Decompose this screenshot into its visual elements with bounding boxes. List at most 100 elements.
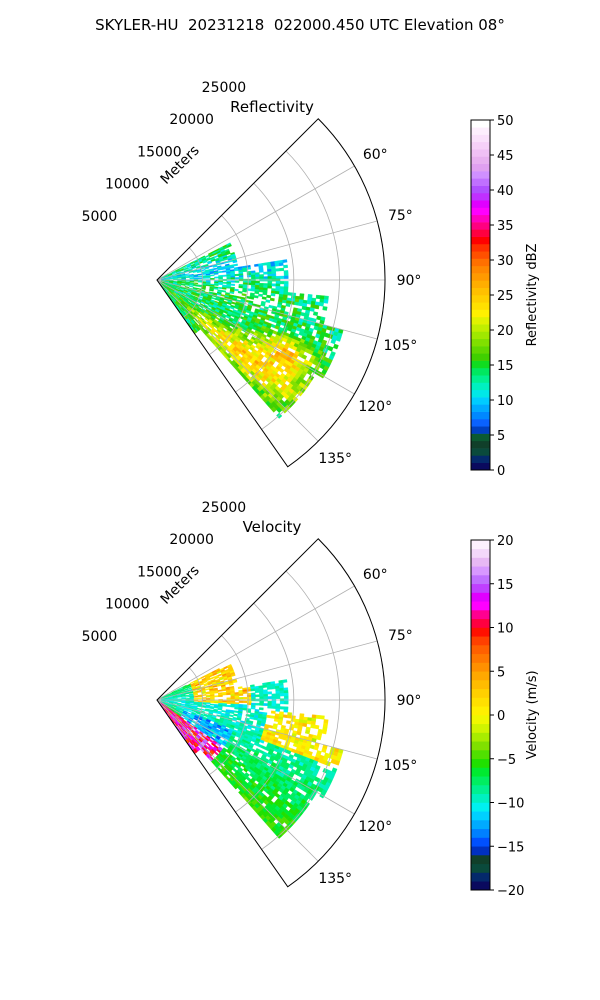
colorbar-tick-label: 15 <box>497 359 514 374</box>
radar-cell <box>189 703 194 706</box>
radar-cell <box>221 287 227 290</box>
radar-cell <box>262 684 268 688</box>
colorbar-swatch <box>471 192 490 201</box>
radar-cell <box>229 711 235 715</box>
colorbar-swatch <box>471 324 490 332</box>
radar-cell <box>263 271 268 275</box>
colorbar-tick-label: 35 <box>497 219 514 234</box>
radar-cell <box>258 707 264 711</box>
azimuth-spoke <box>156 279 319 442</box>
radar-cell <box>259 703 264 706</box>
colorbar-swatch <box>471 375 490 383</box>
colorbar-swatch <box>471 411 490 420</box>
radar-cell <box>226 692 231 696</box>
radar-cell <box>221 710 227 713</box>
colorbar-swatch <box>471 127 490 135</box>
radar-cell <box>282 259 288 263</box>
colorbar-swatch <box>471 316 490 325</box>
azimuth-tick-label: 60° <box>363 567 388 583</box>
radar-cell <box>279 693 285 697</box>
radar-cell <box>177 700 182 703</box>
radar-cell <box>259 276 264 280</box>
range-tick-label: 20000 <box>169 112 214 128</box>
radar-cell <box>283 283 289 288</box>
radar-cell <box>173 700 178 702</box>
radar-cell <box>226 244 232 248</box>
azimuth-tick-label: 60° <box>363 147 388 163</box>
panel-title: Reflectivity <box>230 98 314 116</box>
colorbar-swatch <box>471 715 490 725</box>
radar-cell <box>302 722 308 728</box>
azimuth-tick-label: 120° <box>358 819 392 835</box>
colorbar-swatch <box>471 785 490 795</box>
radar-cell <box>193 700 199 702</box>
colorbar-swatch <box>471 346 490 354</box>
colorbar-swatch <box>471 404 490 412</box>
radar-cell <box>230 705 235 708</box>
panel-title: Velocity <box>243 518 302 536</box>
radar-cell <box>271 703 277 707</box>
azimuth-spoke <box>156 220 378 281</box>
colorbar-swatch <box>471 185 490 194</box>
radar-cell <box>189 280 195 283</box>
radar-cell <box>275 690 281 694</box>
radar-cell <box>263 693 268 697</box>
radar-cell <box>242 700 248 704</box>
colorbar-swatch <box>471 846 490 856</box>
radar-cell <box>242 289 247 293</box>
radar-cell <box>283 709 289 713</box>
radar-cell <box>323 299 329 304</box>
radar-cell <box>322 306 328 311</box>
radar-cell <box>315 714 321 720</box>
radar-cell <box>275 693 281 697</box>
radar-cell <box>242 269 248 273</box>
colorbar-swatch <box>471 802 490 812</box>
range-ring <box>261 150 340 430</box>
radar-cell <box>286 714 292 719</box>
azimuth-spoke <box>156 165 355 281</box>
radar-cell <box>189 702 195 704</box>
radar-cell <box>275 268 281 272</box>
radar-cell <box>306 720 312 725</box>
radar-cell <box>213 283 219 287</box>
radar-cell <box>279 267 285 272</box>
radar-cell <box>267 696 273 700</box>
radar-cell <box>205 284 211 287</box>
radar-field <box>159 664 344 839</box>
colorbar-swatch <box>471 583 490 593</box>
radar-cell <box>267 700 273 704</box>
radar-cell <box>290 718 296 723</box>
radar-cell <box>262 292 268 296</box>
radar-cell <box>255 694 260 698</box>
radar-cell <box>271 705 277 709</box>
azimuth-spoke <box>156 585 355 701</box>
radar-cell <box>185 696 190 698</box>
radar-cell <box>259 700 264 704</box>
radar-cell <box>213 267 218 271</box>
radar-cell <box>275 695 281 699</box>
radar-cell <box>185 280 191 282</box>
radar-cell <box>255 702 260 706</box>
radar-cell <box>306 300 312 305</box>
radar-cell <box>205 702 211 705</box>
radar-cell <box>269 297 275 302</box>
radar-cell <box>270 686 276 690</box>
radar-cell <box>226 286 231 289</box>
radar-cell <box>282 714 288 719</box>
radar-cell <box>218 283 223 286</box>
colorbar-swatch <box>471 671 490 681</box>
radar-cell <box>201 287 206 290</box>
radar-cell <box>230 280 236 283</box>
radar-cell <box>314 724 320 730</box>
azimuth-spoke <box>156 279 378 340</box>
radar-cell <box>294 301 300 306</box>
radar-cell <box>234 280 240 283</box>
radar-cell <box>251 696 256 700</box>
radar-cell <box>261 296 267 300</box>
radar-cell <box>221 290 227 293</box>
colorbar-swatch <box>471 360 490 369</box>
radar-cell <box>259 274 264 277</box>
radar-cell <box>238 700 244 703</box>
colorbar-swatch <box>471 418 490 427</box>
